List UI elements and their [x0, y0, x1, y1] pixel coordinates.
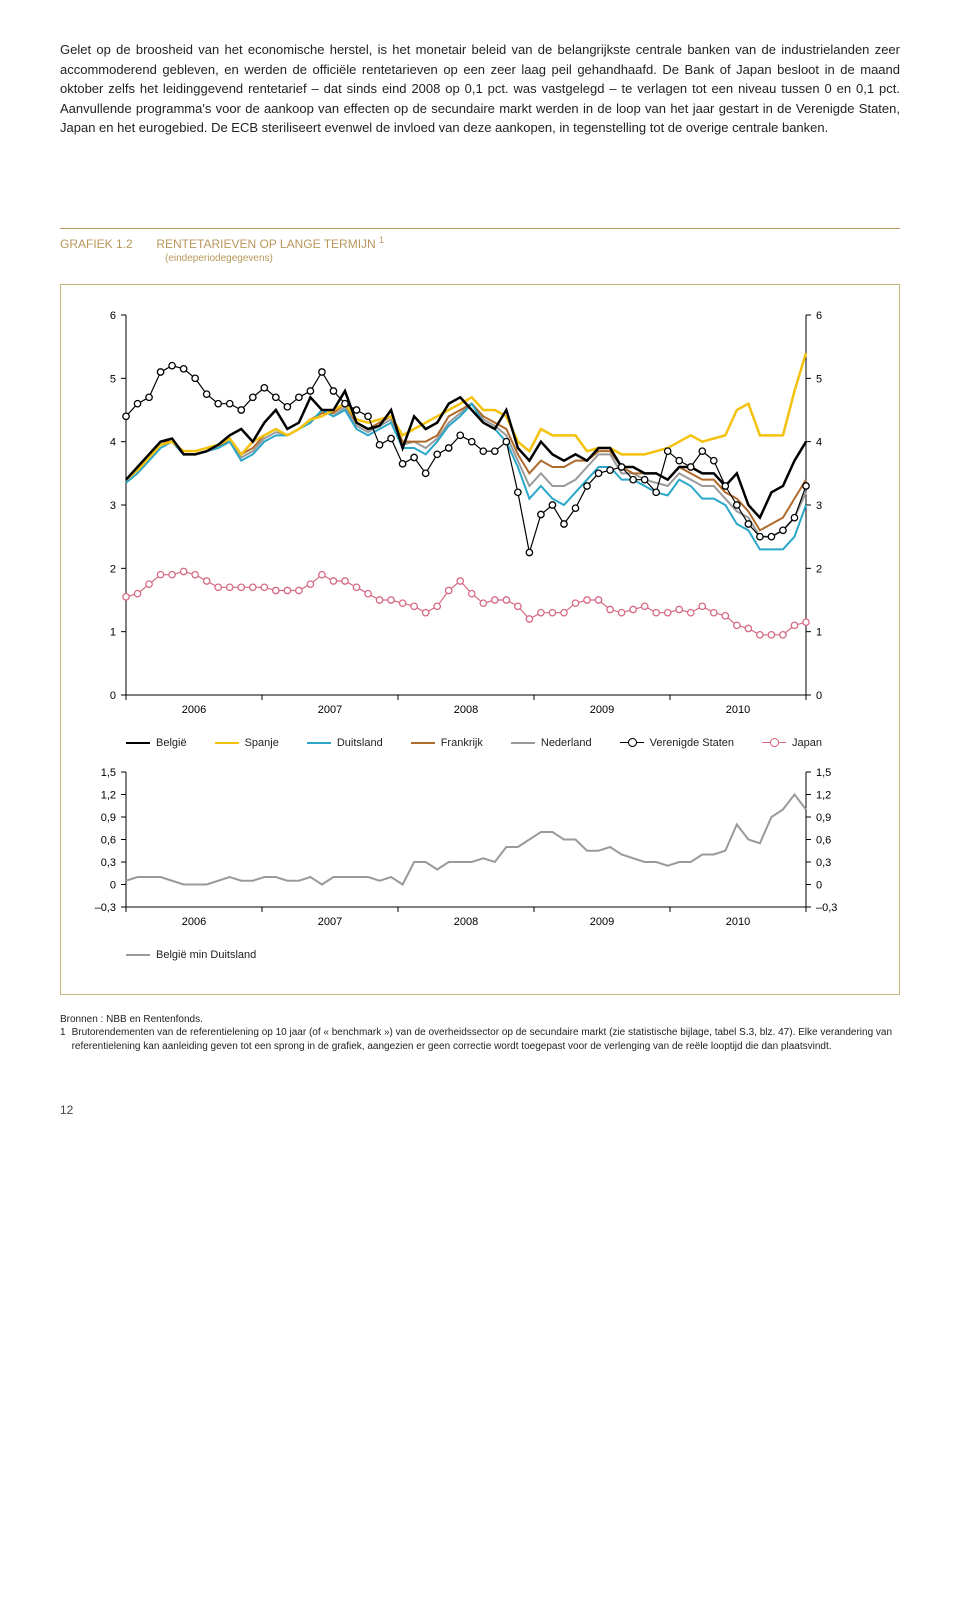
- chart-box: 0 0 1 1 2 2 3 3 4 4 5 5 6 6 2006 2007 2008 2009 2010 Belgi…: [60, 284, 900, 995]
- svg-text:1,2: 1,2: [816, 789, 831, 801]
- legend-swatch: [126, 742, 150, 744]
- svg-text:0,6: 0,6: [101, 834, 116, 846]
- spread-legend: België min Duitsland: [126, 949, 884, 961]
- legend-swatch: [511, 742, 535, 744]
- svg-text:2009: 2009: [590, 916, 614, 928]
- svg-text:2009: 2009: [590, 704, 614, 716]
- page-number: 12: [60, 1103, 900, 1117]
- footnote: 1 Brutorendementen van de referentieleni…: [60, 1026, 900, 1053]
- legend-swatch: [411, 742, 435, 744]
- footnote-num: 1: [60, 1026, 66, 1053]
- svg-text:2006: 2006: [182, 916, 206, 928]
- legend-item: België: [126, 737, 187, 749]
- svg-text:2007: 2007: [318, 916, 342, 928]
- legend-swatch: [126, 954, 150, 956]
- legend-swatch: [762, 742, 786, 744]
- legend-item-spread: België min Duitsland: [126, 949, 256, 961]
- svg-text:4: 4: [816, 436, 822, 448]
- legend-label: Nederland: [541, 737, 592, 749]
- svg-text:0,9: 0,9: [101, 812, 116, 824]
- legend-label: Japan: [792, 737, 822, 749]
- legend-label: Spanje: [245, 737, 279, 749]
- svg-text:2: 2: [816, 563, 822, 575]
- svg-text:3: 3: [816, 500, 822, 512]
- svg-text:2007: 2007: [318, 704, 342, 716]
- svg-text:2008: 2008: [454, 704, 478, 716]
- svg-text:5: 5: [816, 373, 822, 385]
- legend-item: Japan: [762, 737, 822, 749]
- svg-text:3: 3: [110, 500, 116, 512]
- svg-text:0: 0: [110, 690, 116, 702]
- svg-text:1: 1: [110, 626, 116, 638]
- chart-subtitle: (eindeperiodegegevens): [165, 253, 900, 264]
- legend-item: Frankrijk: [411, 737, 483, 749]
- svg-text:0: 0: [110, 879, 116, 891]
- svg-text:0,9: 0,9: [816, 812, 831, 824]
- legend-swatch: [307, 742, 331, 744]
- sources: Bronnen : NBB en Rentenfonds. 1 Brutoren…: [60, 1013, 900, 1054]
- svg-text:0: 0: [816, 879, 822, 891]
- sources-label: Bronnen : NBB en Rentenfonds.: [60, 1013, 900, 1027]
- legend-swatch: [215, 742, 239, 744]
- chart-title-sup: 1: [379, 235, 384, 245]
- svg-text:0,3: 0,3: [101, 857, 116, 869]
- main-chart: 0 0 1 1 2 2 3 3 4 4 5 5 6 6 2006 2007 2008 2009 2010: [76, 305, 856, 725]
- chart-title-text: RENTETARIEVEN OP LANGE TERMIJN: [156, 237, 375, 251]
- legend-label: Frankrijk: [441, 737, 483, 749]
- legend-label: Verenigde Staten: [650, 737, 734, 749]
- legend-label: Duitsland: [337, 737, 383, 749]
- svg-text:2010: 2010: [726, 916, 750, 928]
- legend-swatch: [620, 742, 644, 744]
- svg-text:5: 5: [110, 373, 116, 385]
- svg-text:2010: 2010: [726, 704, 750, 716]
- svg-text:0,3: 0,3: [816, 857, 831, 869]
- legend-item: Nederland: [511, 737, 592, 749]
- legend-label: België: [156, 737, 187, 749]
- legend-item: Spanje: [215, 737, 279, 749]
- svg-text:6: 6: [110, 310, 116, 322]
- svg-text:1,2: 1,2: [101, 789, 116, 801]
- footnote-text: Brutorendementen van de referentielening…: [72, 1026, 900, 1053]
- svg-text:–0,3: –0,3: [816, 902, 837, 914]
- chart-title: RENTETARIEVEN OP LANGE TERMIJN 1: [156, 235, 384, 251]
- svg-text:4: 4: [110, 436, 116, 448]
- main-legend: België Spanje Duitsland Frankrijk Nederland V…: [126, 737, 884, 749]
- legend-item: Verenigde Staten: [620, 737, 734, 749]
- svg-text:1: 1: [816, 626, 822, 638]
- svg-text:1,5: 1,5: [101, 767, 116, 779]
- legend-label: België min Duitsland: [156, 949, 256, 961]
- svg-text:1,5: 1,5: [816, 767, 831, 779]
- svg-text:0: 0: [816, 690, 822, 702]
- svg-text:2006: 2006: [182, 704, 206, 716]
- svg-text:–0,3: –0,3: [95, 902, 116, 914]
- svg-text:0,6: 0,6: [816, 834, 831, 846]
- svg-text:2: 2: [110, 563, 116, 575]
- svg-text:2008: 2008: [454, 916, 478, 928]
- legend-item: Duitsland: [307, 737, 383, 749]
- chart-label: GRAFIEK 1.2: [60, 237, 133, 251]
- chart-header: GRAFIEK 1.2 RENTETARIEVEN OP LANGE TERMI…: [60, 228, 900, 264]
- svg-text:6: 6: [816, 310, 822, 322]
- spread-chart: –0,3 –0,3 0 0 0,3 0,3 0,6 0,6 0,9 0,9 1,2 1,2 1,5 1,5…: [76, 767, 856, 937]
- body-paragraph: Gelet op de broosheid van het economisch…: [60, 40, 900, 138]
